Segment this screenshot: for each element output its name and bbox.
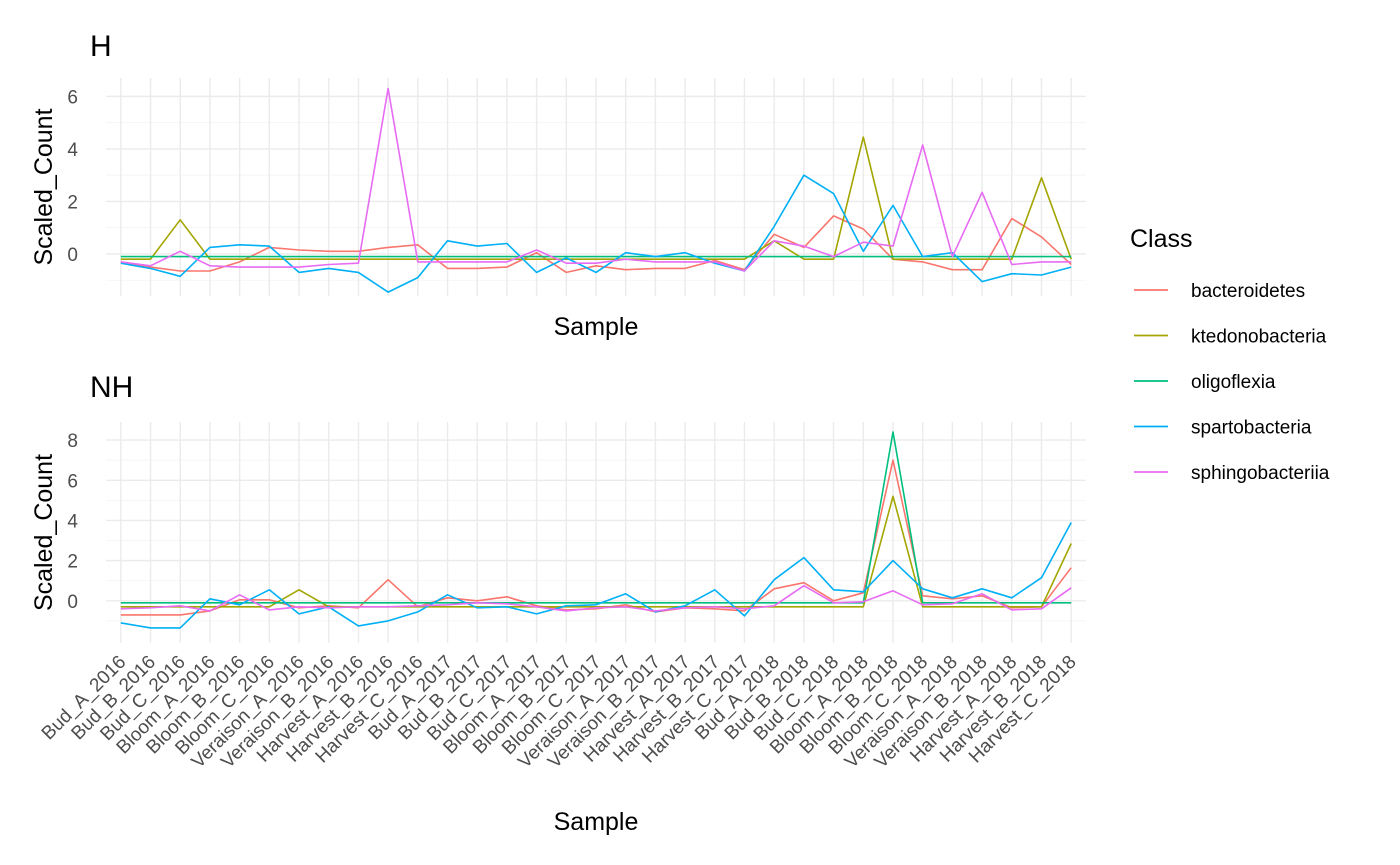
legend-item-oligoflexia: oligoflexia <box>1134 372 1276 393</box>
y-tick-label: 2 <box>67 192 78 213</box>
legend-label: ktedonobacteria <box>1191 327 1327 348</box>
x-axis-title: Sample <box>554 808 639 836</box>
y-tick-label: 6 <box>67 471 78 492</box>
legend: Class bacteroidetes ktedonobacteria oligofl… <box>1130 225 1330 484</box>
y-tick-label: 6 <box>67 87 78 108</box>
series-line-spartobacteria <box>120 174 1072 293</box>
x-axis-title: Sample <box>554 313 639 341</box>
legend-item-bacteroidetes: bacteroidetes <box>1134 281 1305 302</box>
y-tick-label: 8 <box>67 431 78 452</box>
series-line-ktedonobacteria <box>120 495 1072 608</box>
panels: 0 2 4 6 H Scaled_Count Sample 0 2 4 6 8 NH Scaled_Cou… <box>30 30 1086 836</box>
y-axis-title: Scaled_Count <box>30 108 58 265</box>
y-tick-label: 0 <box>67 592 78 613</box>
series-line-spartobacteria <box>120 522 1072 629</box>
panel-h: 0 2 4 6 H Scaled_Count Sample <box>30 30 1086 341</box>
y-tick-label: 2 <box>67 552 78 573</box>
legend-item-ktedonobacteria: ktedonobacteria <box>1134 327 1327 348</box>
legend-label: oligoflexia <box>1191 372 1276 393</box>
legend-label: spartobacteria <box>1191 418 1312 439</box>
legend-label: bacteroidetes <box>1191 281 1305 302</box>
series-line-sphingobacteriia <box>120 584 1072 612</box>
legend-title: Class <box>1130 225 1193 253</box>
series-line-ktedonobacteria <box>120 136 1072 261</box>
legend-label: sphingobacteriia <box>1191 463 1330 484</box>
series-line-sphingobacteriia <box>120 87 1072 272</box>
y-tick-label: 4 <box>67 140 78 161</box>
panel-title: NH <box>90 371 133 404</box>
series-line-bacteroidetes <box>120 215 1072 274</box>
y-tick-label: 4 <box>67 511 78 532</box>
y-axis-title: Scaled_Count <box>30 454 58 611</box>
legend-item-sphingobacteriia: sphingobacteriia <box>1134 463 1330 484</box>
panel-nh: 02468NHScaled_CountBud_A_2016Bud_B_2016B… <box>30 371 1086 836</box>
legend-item-spartobacteria: spartobacteria <box>1134 418 1312 439</box>
series-line-oligoflexia <box>120 431 1072 604</box>
y-tick-label: 0 <box>67 245 78 266</box>
panel-title: H <box>90 30 112 63</box>
